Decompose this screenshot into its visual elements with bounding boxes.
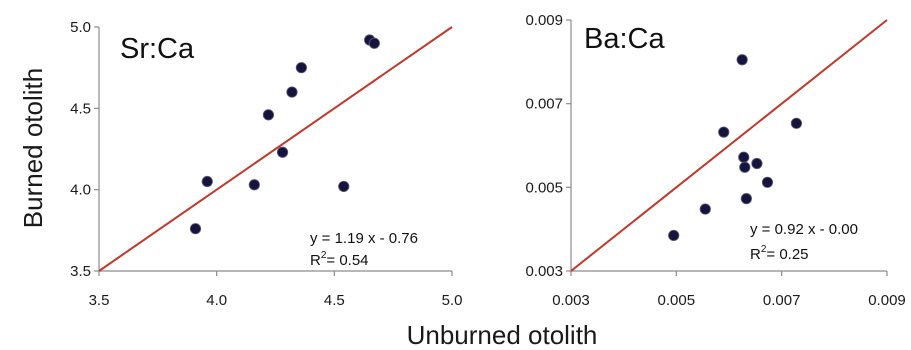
- regression-equation: y = 0.92 x - 0.00: [750, 221, 858, 238]
- y-tick-label: 0.007: [525, 96, 563, 113]
- x-tick-label: 5.0: [442, 292, 463, 309]
- panel-title: Sr:Ca: [120, 33, 195, 65]
- r-squared-value: = 0.25: [766, 246, 808, 263]
- data-point: [740, 193, 752, 205]
- panel-srca: 3.5 4.0 4.5 5.0 3.5 4.0 4.5 5.0 Sr:Ca y = 1.19 x …: [70, 19, 462, 309]
- y-tick-label: 0.005: [525, 179, 563, 196]
- data-point: [338, 180, 350, 193]
- x-axis-label: Unburned otolith: [407, 320, 598, 350]
- data-point: [718, 126, 730, 138]
- data-point: [668, 229, 680, 242]
- one-to-one-line: [570, 19, 888, 272]
- r-squared-superscript: 2: [761, 244, 767, 255]
- data-point: [699, 203, 711, 215]
- y-tick-label: 5.0: [70, 19, 91, 36]
- data-point: [761, 176, 774, 188]
- x-tick-label: 0.003: [552, 292, 590, 309]
- panel-title: Ba:Ca: [584, 23, 665, 55]
- r-squared-symbol: R: [310, 252, 321, 269]
- regression-equation: y = 1.19 x - 0.76: [310, 230, 418, 247]
- data-point: [736, 54, 748, 66]
- x-tick-label: 4.0: [206, 292, 227, 309]
- data-point: [286, 86, 298, 98]
- data-point: [248, 179, 260, 191]
- x-tick-label: 0.005: [658, 292, 696, 309]
- data-point: [295, 62, 307, 74]
- data-point: [368, 37, 380, 49]
- x-tick-label: 0.009: [868, 292, 906, 309]
- data-point: [201, 175, 213, 188]
- r-squared-value: = 0.54: [326, 252, 368, 269]
- y-tick-label: 3.5: [70, 263, 91, 280]
- data-point: [739, 161, 751, 173]
- y-tick-label: 4.5: [70, 100, 91, 117]
- one-to-one-line: [98, 26, 453, 272]
- x-tick-label: 4.5: [324, 292, 345, 309]
- y-tick-label: 0.003: [525, 263, 563, 280]
- data-point: [738, 151, 750, 163]
- y-axis-label: Burned otolith: [18, 68, 48, 228]
- x-tick-label: 0.007: [763, 292, 801, 309]
- y-tick-label: 0.009: [525, 12, 563, 29]
- x-tick-label: 3.5: [89, 292, 110, 309]
- r-squared-superscript: 2: [321, 250, 327, 261]
- y-tick-label: 4.0: [70, 182, 91, 199]
- r-squared: R2= 0.54: [310, 250, 369, 269]
- data-point: [276, 146, 289, 158]
- panel-baca: 0.003 0.005 0.007 0.009 0.003 0.005 0.007 0.009…: [525, 12, 905, 309]
- data-point: [751, 157, 763, 170]
- data-point: [262, 109, 275, 121]
- data-point: [189, 223, 202, 235]
- data-point: [790, 117, 803, 129]
- r-squared-symbol: R: [750, 246, 761, 263]
- r-squared: R2= 0.25: [750, 244, 809, 263]
